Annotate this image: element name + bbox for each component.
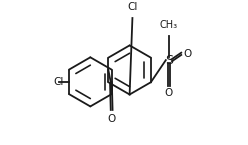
Text: O: O	[183, 49, 191, 59]
Text: S: S	[165, 54, 173, 67]
Text: Cl: Cl	[127, 2, 138, 12]
Text: O: O	[165, 88, 173, 98]
Text: Cl: Cl	[54, 77, 64, 87]
Text: O: O	[108, 114, 116, 124]
Text: CH₃: CH₃	[160, 20, 178, 30]
